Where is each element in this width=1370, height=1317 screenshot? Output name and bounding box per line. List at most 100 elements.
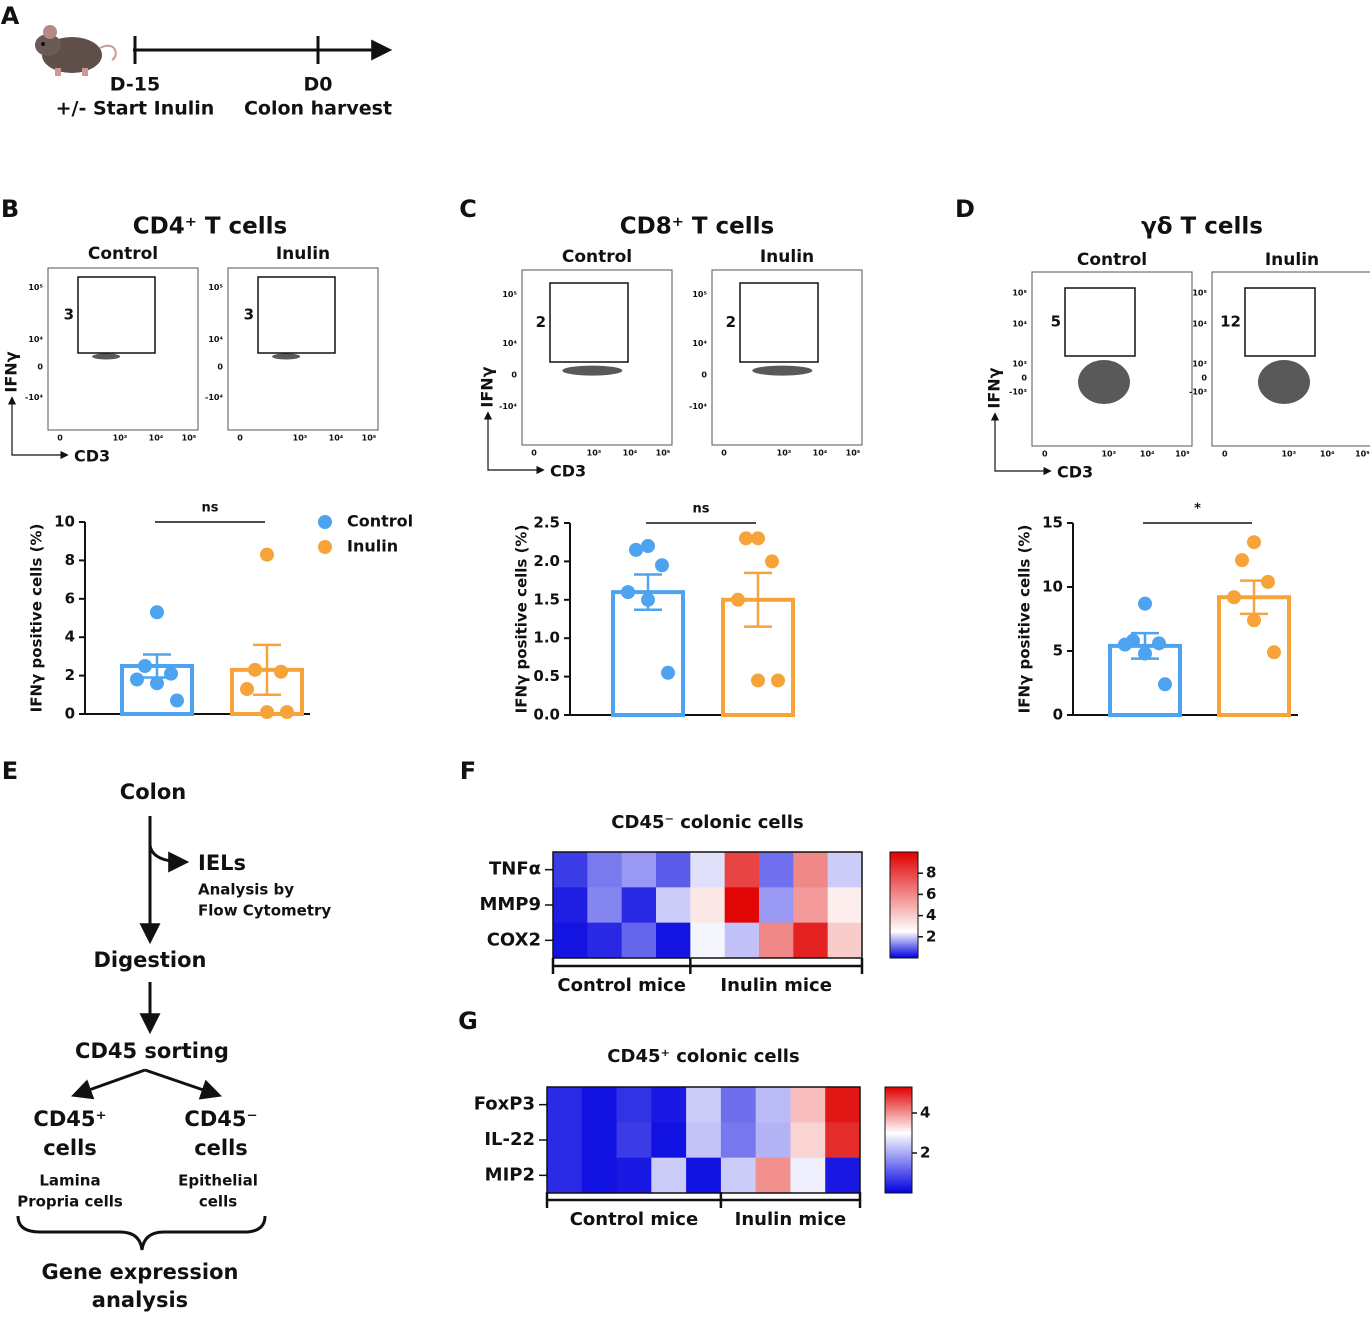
flow-y-label: IFNγ — [2, 351, 21, 392]
data-point — [240, 682, 254, 697]
flow-y-tick: -10³ — [1009, 388, 1027, 397]
heatmap-cell — [651, 1122, 687, 1159]
data-point — [248, 662, 262, 677]
flow-y-tick: 10³ — [1012, 360, 1027, 369]
branch-note: Propria cells — [17, 1193, 123, 1211]
flow-y-tick: 10⁴ — [692, 339, 707, 348]
heatmap-cell — [720, 1122, 757, 1159]
flow-y-tick: 10³ — [1192, 360, 1207, 369]
heatmap-title: CD45⁺ colonic cells — [607, 1046, 799, 1067]
significance-label: ns — [693, 502, 710, 517]
flow-x-tick: 10⁵ — [1175, 450, 1190, 459]
timeline-label: Colon harvest — [244, 98, 392, 120]
group-bracket — [545, 1192, 862, 1208]
panel-label: G — [458, 1007, 478, 1035]
flow-x-tick: 10⁴ — [149, 434, 164, 443]
heatmap-cell — [825, 1157, 861, 1194]
flow-x-tick: 10³ — [113, 434, 128, 443]
data-point — [1118, 637, 1132, 652]
flow-x-tick: 0 — [531, 449, 537, 458]
panel-label: E — [2, 757, 18, 785]
branch-sub: cells — [194, 1136, 248, 1160]
outcome: analysis — [92, 1288, 188, 1312]
data-point — [739, 531, 753, 546]
y-axis-label: IFNγ positive cells (%) — [513, 525, 531, 714]
gate — [739, 282, 819, 363]
timeline-label: +/- Start Inulin — [56, 98, 215, 120]
colorbar-tick-label: 4 — [920, 1104, 930, 1122]
data-point — [641, 539, 655, 554]
flow-y-tick: -10⁴ — [205, 393, 223, 402]
gate-value: 5 — [1051, 313, 1061, 331]
branch-sub: cells — [43, 1136, 97, 1160]
heatmap-cell — [616, 1122, 652, 1159]
heatmap-cell — [825, 1087, 861, 1123]
heatmap-cell — [587, 922, 623, 959]
colorbar-tick-label: 2 — [926, 927, 936, 945]
event-cloud — [562, 365, 623, 376]
heatmap-cell — [581, 1087, 618, 1123]
group-bracket — [551, 958, 864, 974]
gate — [77, 276, 156, 354]
heatmap-cell — [690, 887, 726, 924]
data-point — [1247, 535, 1261, 550]
flow-y-tick: 0 — [1201, 374, 1207, 383]
flow-plot-frame — [711, 269, 863, 446]
flow-y-label: IFNγ — [478, 366, 497, 407]
flow-x-label: CD3 — [74, 447, 110, 466]
y-axis-label: IFNγ positive cells (%) — [28, 524, 46, 713]
flow-plot-name: Inulin — [276, 244, 330, 264]
flow-plot-name: Control — [88, 244, 158, 264]
heatmap-cell — [755, 1087, 791, 1123]
data-point — [260, 547, 274, 562]
data-point — [1138, 646, 1152, 661]
heatmap-frame — [546, 1086, 861, 1194]
flow-x-tick: 0 — [1222, 450, 1228, 459]
heatmap-cell — [686, 1087, 722, 1123]
heatmap-cell — [690, 852, 726, 888]
data-point — [751, 673, 765, 688]
heatmap-cell — [724, 852, 760, 888]
group-label: Inulin mice — [720, 975, 832, 996]
data-point — [1247, 613, 1261, 628]
gate — [1244, 287, 1316, 357]
heatmap-cell — [581, 1157, 618, 1194]
arrow — [144, 1068, 222, 1100]
side-note: Flow Cytometry — [198, 902, 331, 920]
y-tick-label: 10 — [54, 513, 75, 531]
heatmap-frame — [552, 851, 863, 959]
flow-plot-name: Inulin — [1265, 250, 1319, 270]
data-point — [274, 664, 288, 679]
row-label: COX2 — [487, 929, 541, 950]
gate-value: 2 — [726, 313, 736, 331]
row-label: IL-22 — [484, 1129, 535, 1150]
legend-marker — [318, 540, 332, 554]
y-tick-label: 2.0 — [533, 552, 560, 570]
error-bar — [253, 643, 281, 697]
flow-y-tick: 10⁴ — [1012, 320, 1027, 329]
heatmap-cell — [759, 852, 794, 888]
step: Digestion — [93, 948, 206, 972]
heatmap-cell — [793, 922, 829, 959]
flow-y-tick: 0 — [37, 362, 43, 371]
group-label: Control mice — [570, 1209, 698, 1230]
heatmap-cell — [656, 922, 691, 959]
flow-x-tick: 10⁴ — [623, 449, 638, 458]
y-tick-label: 0.0 — [533, 706, 560, 724]
branch-note: Epithelial — [178, 1172, 258, 1190]
flow-y-tick: -10⁴ — [689, 402, 707, 411]
flow-y-label: IFNγ — [985, 367, 1004, 408]
y-tick-label: 2.5 — [533, 514, 560, 532]
flow-plot-frame — [521, 269, 673, 446]
timeline-day: D-15 — [110, 74, 160, 96]
y-tick-label: 2 — [65, 666, 75, 684]
flow-x-tick: 10⁵ — [1355, 450, 1370, 459]
event-cloud — [752, 365, 813, 376]
group-label: Control mice — [557, 975, 685, 996]
flow-x-tick: 10⁵ — [656, 449, 671, 458]
heatmap-cell — [790, 1087, 826, 1123]
flow-y-tick: -10⁴ — [25, 393, 43, 402]
flow-x-tick: 10³ — [777, 449, 792, 458]
data-point — [771, 673, 785, 688]
